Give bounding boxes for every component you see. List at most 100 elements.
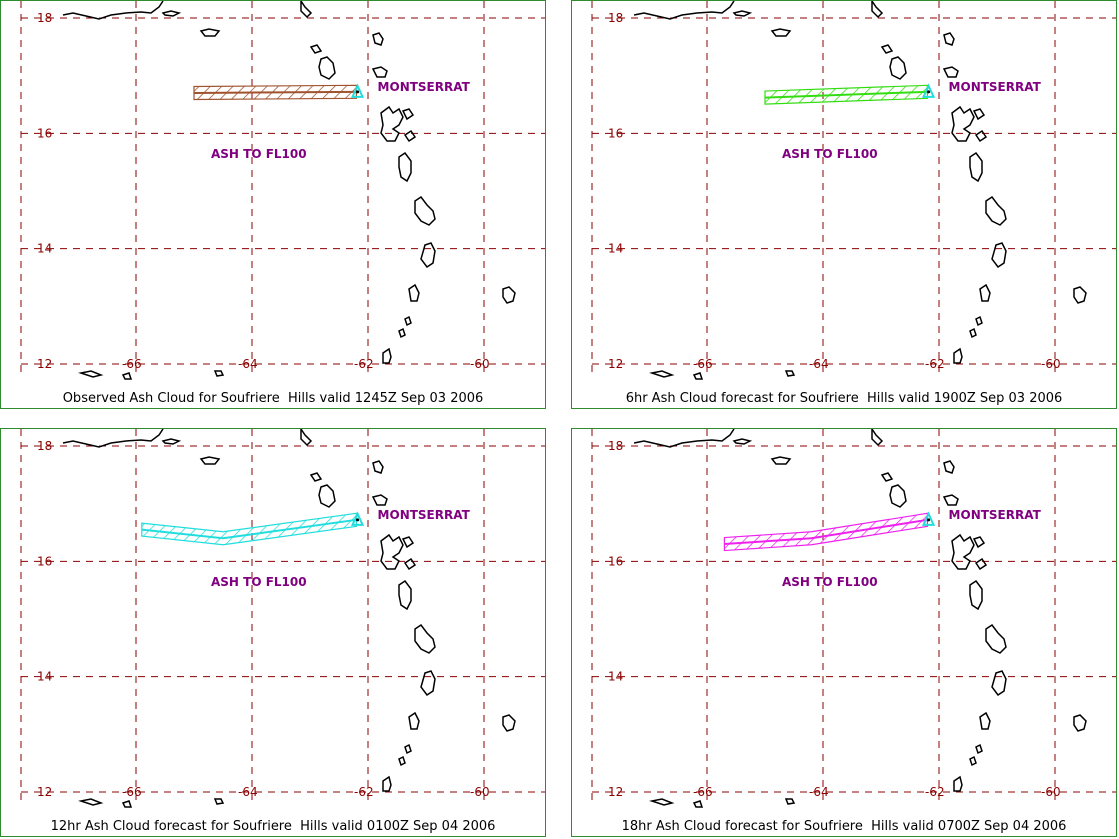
coastline [871, 429, 884, 447]
panel-caption: 12hr Ash Cloud forecast for Soufriere Hi… [50, 819, 496, 834]
lat-tick-label: 12 [37, 785, 52, 799]
volcano-icon [351, 511, 365, 526]
ash-label: ASH TO FL100 [782, 575, 878, 589]
volcano-label: MONTSERRAT [378, 80, 471, 94]
coastline [969, 579, 983, 611]
volcano-icon [351, 83, 365, 98]
coastline [380, 105, 404, 142]
lat-tick-label: 18 [37, 439, 52, 453]
lat-tick-label: 12 [37, 357, 52, 371]
coastline [974, 557, 988, 571]
coastline [732, 10, 753, 17]
coastline [880, 44, 894, 54]
coastline [414, 623, 436, 654]
coastline [502, 714, 516, 732]
lat-tick-label: 16 [37, 554, 52, 568]
coastline [398, 327, 406, 339]
volcano-dot [356, 90, 360, 94]
lon-tick-label: -64 [809, 357, 829, 371]
panel-caption: 18hr Ash Cloud forecast for Soufriere Hi… [621, 819, 1067, 834]
coastline [300, 1, 313, 19]
coastline [974, 129, 988, 143]
coastline [380, 533, 404, 570]
coastline [213, 370, 225, 377]
coastline [969, 151, 983, 183]
map-panel-12hr: 18 16 14 12 -66 -64 -62 -60 MONTSERRAT ASH TO FL1… [0, 428, 546, 837]
coastline [403, 557, 417, 571]
coastline [889, 56, 907, 80]
coastline [649, 370, 675, 378]
coastline [649, 798, 675, 806]
coastline [408, 711, 420, 730]
coastline [382, 775, 392, 792]
lat-tick-label: 16 [37, 126, 52, 140]
coastline [372, 32, 384, 46]
panel-caption: Observed Ash Cloud for Soufriere Hills v… [62, 391, 484, 406]
lon-tick-label: -62 [925, 785, 945, 799]
lat-tick-label: 18 [37, 11, 52, 25]
coastline [403, 129, 417, 143]
coastline [161, 438, 182, 445]
coastline [398, 579, 412, 611]
coastline [1073, 286, 1087, 304]
coastline [420, 670, 436, 697]
coastline [975, 315, 983, 327]
coastline [871, 1, 884, 19]
graticule [20, 1, 545, 373]
coastline [880, 472, 894, 482]
ash-plume [723, 512, 928, 552]
coastline [972, 536, 986, 549]
coastline [401, 536, 415, 549]
coastline [991, 242, 1007, 269]
coastline [943, 460, 955, 474]
graticule [20, 429, 545, 801]
coastline [633, 1, 735, 20]
lat-tick-label: 16 [608, 126, 623, 140]
coastline [991, 670, 1007, 697]
lon-tick-label: -64 [809, 785, 829, 799]
coastline [633, 429, 735, 448]
lat-tick-label: 14 [608, 242, 623, 256]
volcano-label: MONTSERRAT [949, 80, 1042, 94]
panel-caption: 6hr Ash Cloud forecast for Soufriere Hil… [625, 391, 1063, 406]
map-canvas: 18 16 14 12 -66 -64 -62 -60 MONTSERRAT ASH TO FL1… [20, 1, 545, 380]
lat-tick-label: 14 [37, 242, 52, 256]
ash-axis-line [764, 90, 928, 99]
lat-tick-label: 12 [608, 785, 623, 799]
ash-axis-line [724, 518, 928, 546]
ash-plume [193, 84, 357, 101]
coastline [121, 372, 133, 380]
coastlines [62, 429, 516, 808]
coastline [382, 347, 392, 364]
coastlines [62, 1, 516, 380]
lon-tick-label: -60 [1041, 357, 1061, 371]
coastline [692, 372, 704, 380]
lon-tick-label: -64 [238, 357, 258, 371]
coastline [414, 195, 436, 226]
ash-plume [141, 512, 357, 546]
coastline [401, 108, 415, 121]
map-panel-18hr: 18 16 14 12 -66 -64 -62 -60 MONTSERRAT ASH TO FL1… [571, 428, 1117, 837]
coastline [953, 775, 963, 792]
coastline [62, 1, 164, 20]
coastline [161, 10, 182, 17]
coastline [972, 108, 986, 121]
lon-tick-label: -60 [470, 357, 490, 371]
coastline [784, 798, 796, 805]
coastlines [633, 429, 1087, 808]
coastline [502, 286, 516, 304]
volcano-label: MONTSERRAT [949, 508, 1042, 522]
graticule [591, 1, 1116, 373]
coastline [62, 429, 164, 448]
coastline [300, 429, 313, 447]
lat-tick-label: 18 [608, 439, 623, 453]
coastline [213, 798, 225, 805]
lon-tick-label: -66 [122, 357, 142, 371]
coastline [371, 66, 388, 78]
ash-label: ASH TO FL100 [211, 147, 307, 161]
coastline [199, 456, 221, 465]
coastline [969, 327, 977, 339]
coastline [78, 370, 104, 378]
lon-tick-label: -66 [693, 357, 713, 371]
coastline [404, 315, 412, 327]
